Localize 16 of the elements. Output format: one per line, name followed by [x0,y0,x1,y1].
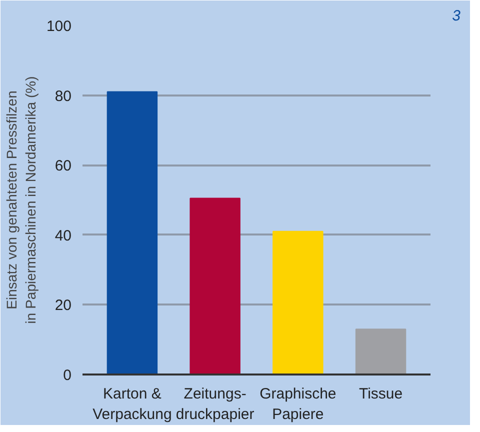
y-tick-label: 100 [46,18,72,35]
y-tick-label: 20 [54,297,72,314]
bar [272,230,324,374]
y-tick-label: 0 [63,367,72,384]
x-tick-label: Zeitungs- druckpapier [176,386,254,423]
bar [355,328,406,374]
y-tick-label: 40 [54,227,72,244]
x-tick-label: Karton & Verpackung [92,386,172,423]
x-tick-label: Graphische Papiere [260,386,336,423]
x-tick-label: Tissue [358,386,403,402]
y-axis-title: Einsatz von genahteten Pressfilzen in Papiermaschinen in Nordamerika (%) [3,76,38,324]
y-tick-label: 60 [54,158,72,175]
bar [106,91,158,374]
bar [190,198,240,374]
text: 3 [452,8,462,24]
y-tick-label: 80 [54,88,72,105]
